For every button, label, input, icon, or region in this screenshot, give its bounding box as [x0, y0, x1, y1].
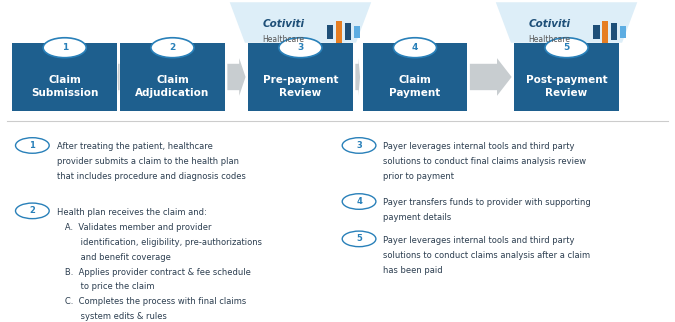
FancyBboxPatch shape — [593, 25, 599, 39]
Circle shape — [342, 194, 376, 209]
Text: solutions to conduct claims analysis after a claim: solutions to conduct claims analysis aft… — [383, 251, 591, 260]
FancyBboxPatch shape — [620, 26, 626, 38]
Text: 1: 1 — [30, 141, 35, 150]
FancyBboxPatch shape — [514, 43, 619, 111]
FancyBboxPatch shape — [336, 21, 342, 43]
Text: Payer leverages internal tools and third party: Payer leverages internal tools and third… — [383, 236, 575, 245]
Text: solutions to conduct final claims analysis review: solutions to conduct final claims analys… — [383, 157, 587, 166]
Text: Post-payment
Review: Post-payment Review — [526, 75, 608, 98]
Text: and benefit coverage: and benefit coverage — [57, 252, 171, 261]
Text: Payer transfers funds to provider with supporting: Payer transfers funds to provider with s… — [383, 198, 591, 207]
FancyBboxPatch shape — [327, 25, 333, 39]
FancyBboxPatch shape — [362, 43, 467, 111]
Polygon shape — [227, 58, 246, 96]
Text: Claim
Payment: Claim Payment — [389, 75, 441, 98]
FancyBboxPatch shape — [12, 43, 117, 111]
FancyBboxPatch shape — [120, 43, 225, 111]
Circle shape — [279, 38, 322, 58]
FancyBboxPatch shape — [354, 26, 360, 38]
Circle shape — [342, 138, 376, 153]
Text: prior to payment: prior to payment — [383, 172, 454, 181]
Text: 2: 2 — [30, 206, 35, 215]
Polygon shape — [470, 58, 512, 96]
Text: to price the claim: to price the claim — [57, 282, 154, 291]
FancyBboxPatch shape — [602, 21, 608, 43]
Text: 3: 3 — [297, 43, 304, 52]
Circle shape — [394, 38, 437, 58]
Text: 1: 1 — [61, 43, 68, 52]
Circle shape — [43, 38, 86, 58]
Text: 5: 5 — [564, 43, 570, 52]
Text: 4: 4 — [356, 197, 362, 206]
Circle shape — [151, 38, 194, 58]
Text: Healthcare: Healthcare — [263, 35, 304, 44]
Text: has been paid: has been paid — [383, 266, 443, 275]
Circle shape — [545, 38, 588, 58]
Text: payment details: payment details — [383, 213, 452, 223]
Text: Cotiviti: Cotiviti — [263, 19, 304, 29]
Text: system edits & rules: system edits & rules — [57, 312, 167, 321]
Text: Pre-payment
Review: Pre-payment Review — [263, 75, 338, 98]
Text: A.  Validates member and provider: A. Validates member and provider — [57, 223, 211, 232]
Text: C.  Completes the process with final claims: C. Completes the process with final clai… — [57, 298, 246, 307]
Polygon shape — [117, 58, 119, 96]
Circle shape — [16, 203, 49, 219]
Text: Claim
Submission: Claim Submission — [31, 75, 99, 98]
Text: that includes procedure and diagnosis codes: that includes procedure and diagnosis co… — [57, 172, 246, 181]
Polygon shape — [355, 58, 360, 96]
Text: Claim
Adjudication: Claim Adjudication — [136, 75, 210, 98]
Text: B.  Applies provider contract & fee schedule: B. Applies provider contract & fee sched… — [57, 268, 250, 277]
Polygon shape — [496, 2, 637, 43]
Text: After treating the patient, healthcare: After treating the patient, healthcare — [57, 142, 213, 151]
Text: Health plan receives the claim and:: Health plan receives the claim and: — [57, 208, 207, 217]
Text: 4: 4 — [412, 43, 418, 52]
Circle shape — [16, 138, 49, 153]
FancyBboxPatch shape — [345, 23, 351, 40]
Text: 3: 3 — [356, 141, 362, 150]
Text: Healthcare: Healthcare — [529, 35, 570, 44]
Circle shape — [342, 231, 376, 247]
Text: identification, eligibility, pre-authorizations: identification, eligibility, pre-authori… — [57, 238, 262, 247]
Text: Cotiviti: Cotiviti — [529, 19, 570, 29]
FancyBboxPatch shape — [611, 23, 617, 40]
Text: 5: 5 — [356, 234, 362, 243]
Text: Payer leverages internal tools and third party: Payer leverages internal tools and third… — [383, 142, 575, 151]
Polygon shape — [230, 2, 371, 43]
Text: 2: 2 — [169, 43, 176, 52]
FancyBboxPatch shape — [248, 43, 352, 111]
Text: provider submits a claim to the health plan: provider submits a claim to the health p… — [57, 157, 238, 166]
